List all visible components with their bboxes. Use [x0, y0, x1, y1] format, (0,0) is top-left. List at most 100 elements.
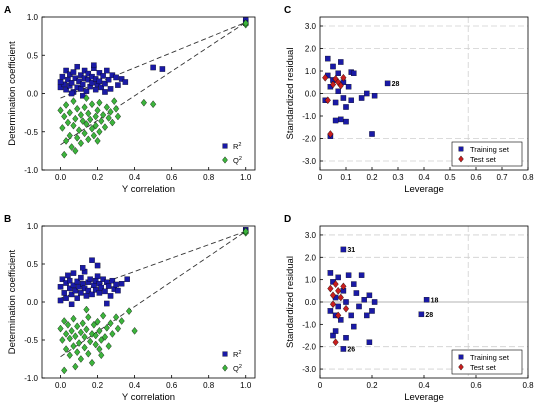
- legend-marker: [458, 363, 464, 371]
- data-point-square: [68, 90, 75, 97]
- data-point-square: [325, 55, 331, 62]
- data-point-diamond: [77, 111, 84, 119]
- data-point-square: [343, 299, 349, 305]
- y-tick-label: -1.0: [302, 112, 316, 121]
- data-point-square: [76, 78, 82, 85]
- legend-label: Training set: [470, 145, 510, 154]
- y-axis-title: Determination coefficient: [7, 249, 18, 354]
- legend-marker: [458, 146, 464, 152]
- legend-label: Training set: [470, 353, 510, 362]
- x-axis-title: Leverage: [404, 392, 444, 403]
- data-point-diamond: [92, 340, 99, 349]
- data-point-diamond: [94, 106, 101, 115]
- data-point-diamond: [72, 114, 79, 123]
- series-test-set: [322, 73, 347, 138]
- data-point-square: [364, 312, 370, 319]
- data-point-square: [57, 84, 64, 91]
- data-point-square: [91, 62, 97, 68]
- legend-label: Test set: [470, 155, 497, 164]
- data-point-diamond: [81, 103, 88, 112]
- x-tick-label: 0.5: [444, 173, 456, 182]
- data-point-diamond: [63, 137, 70, 145]
- y-tick-label: 0.0: [305, 298, 317, 307]
- data-point-square: [61, 290, 67, 296]
- data-point-square: [369, 308, 375, 314]
- data-point-diamond: [90, 320, 97, 329]
- x-tick-label: 0.2: [366, 381, 378, 390]
- data-point-diamond: [92, 121, 99, 130]
- data-point-square: [72, 287, 79, 294]
- data-point-square: [371, 93, 378, 99]
- point-label: 31: [347, 247, 355, 254]
- y-tick-label: 0.5: [27, 260, 39, 269]
- legend-label: R2: [233, 350, 241, 359]
- data-point-square: [330, 63, 336, 70]
- data-point-diamond: [335, 311, 342, 320]
- data-point-square: [76, 284, 82, 290]
- data-point-square: [94, 262, 101, 269]
- data-point-square: [340, 95, 347, 101]
- data-point-square: [366, 339, 373, 345]
- y-tick-label: -0.5: [24, 336, 38, 345]
- data-point-square: [364, 90, 370, 97]
- x-tick-label: 1.0: [240, 173, 252, 182]
- trend-line: [60, 230, 246, 358]
- data-point-square: [371, 299, 378, 305]
- panel-c: C 0 0.1 0.2 0.3 0.4 0.5 0.6 0.7 0.8 3.0 2.0 1.0 0.0 -1…: [284, 5, 534, 195]
- data-point-square: [159, 66, 166, 72]
- data-point-square: [89, 291, 95, 298]
- y-tick-label: 0.0: [27, 298, 39, 307]
- data-point-square: [115, 82, 121, 88]
- y-tick-label: -2.0: [302, 135, 316, 144]
- x-tick-label: 0.8: [522, 381, 534, 390]
- data-point-diamond: [114, 112, 122, 121]
- x-axis-title: Y correlation: [122, 392, 175, 403]
- x-tick-label: 0.0: [55, 173, 67, 182]
- data-point-diamond: [322, 73, 329, 82]
- y-axis-title: Standardized residual: [285, 256, 296, 348]
- data-point-diamond: [96, 127, 103, 136]
- x-tick-label: 0.6: [166, 381, 178, 390]
- point-label: 26: [347, 346, 355, 353]
- data-point-diamond: [94, 317, 101, 326]
- data-point-diamond: [88, 358, 96, 367]
- y-tick-label: 2.0: [305, 45, 317, 54]
- data-point-diamond: [113, 313, 120, 322]
- legend-box: [451, 141, 523, 167]
- data-point-square: [104, 300, 110, 307]
- data-point-square: [79, 265, 86, 271]
- data-point-diamond: [83, 94, 90, 102]
- data-point-square: [70, 270, 77, 276]
- data-point-square: [107, 293, 114, 299]
- panel-letter-d: D: [284, 214, 291, 225]
- data-point-square: [150, 64, 156, 71]
- data-point-diamond: [329, 291, 337, 300]
- data-point-square: [340, 246, 347, 253]
- data-point-square: [65, 76, 71, 83]
- legend-label: Q2: [233, 364, 242, 373]
- data-point-square: [332, 117, 339, 124]
- data-point-diamond: [85, 135, 92, 144]
- data-point-diamond: [92, 112, 99, 121]
- x-tick-label: 0.2: [92, 173, 104, 182]
- data-point-square: [83, 293, 90, 299]
- data-point-square: [327, 270, 334, 276]
- data-point-square: [348, 97, 354, 104]
- series-q2: [57, 227, 249, 375]
- data-point-square: [335, 70, 341, 77]
- y-tick-label: 1.0: [305, 276, 317, 285]
- data-point-square: [57, 284, 64, 290]
- data-point-square: [74, 63, 80, 70]
- series-r2: [57, 227, 249, 308]
- panel-d: D 0 0.2 0.4 0.6 0.8 3.0 2.0 1.0 0.0 -1.0 -2.0 -3.0 Le…: [284, 214, 534, 403]
- data-point-diamond: [72, 332, 79, 341]
- data-point-diamond: [85, 313, 92, 322]
- data-point-square: [89, 257, 95, 263]
- data-point-diamond: [87, 337, 94, 346]
- panel-letter-b: B: [4, 214, 11, 225]
- y-tick-label: -0.5: [24, 128, 38, 137]
- data-point-diamond: [77, 328, 84, 337]
- data-point-diamond: [85, 349, 92, 358]
